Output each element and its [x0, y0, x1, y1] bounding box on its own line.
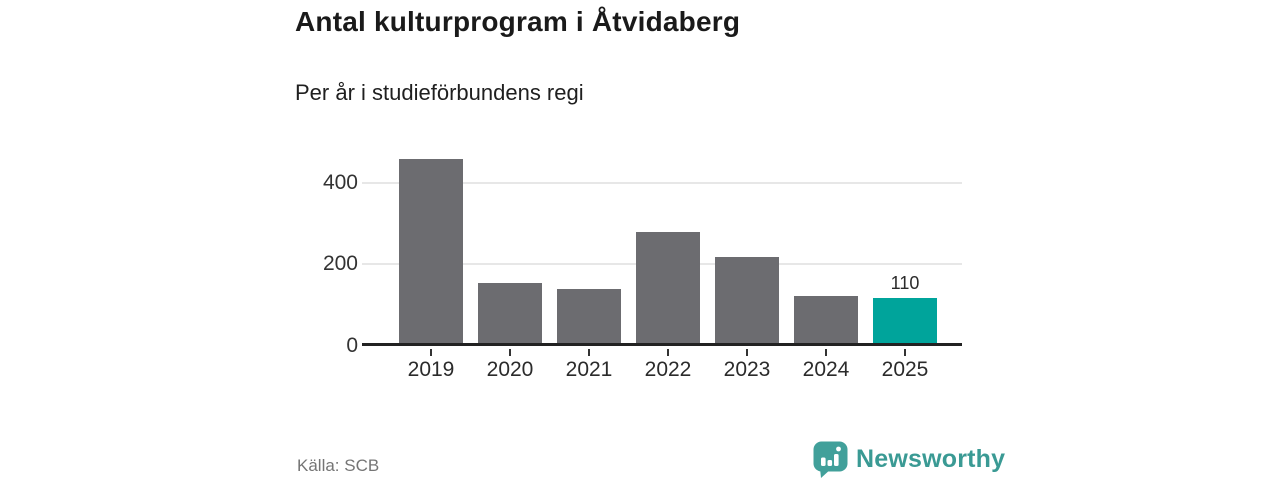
x-axis-tick-label: 2022 [644, 358, 692, 381]
bar-value-annotation: 110 [890, 273, 920, 293]
x-axis-tick [509, 349, 511, 356]
bar-2023 [715, 257, 779, 343]
x-axis-tick-label: 2019 [407, 358, 455, 381]
chart-subtitle: Per år i studieförbundens regi [295, 80, 584, 105]
x-axis-tick-label: 2020 [486, 358, 534, 381]
bar-2022 [636, 232, 700, 343]
chart-title: Antal kulturprogram i Åtvidaberg [295, 6, 741, 37]
x-axis-tick-label: 2025 [881, 358, 929, 381]
bar-2024 [794, 296, 858, 343]
x-axis-tick [588, 349, 590, 356]
x-axis-tick-label: 2024 [802, 358, 850, 381]
x-axis-tick [746, 349, 748, 356]
x-axis-tick [825, 349, 827, 356]
x-axis-tick [430, 349, 432, 356]
newsworthy-logo: Newsworthy [812, 440, 1005, 479]
y-axis-tick-label: 400 [322, 170, 358, 194]
bar-2020 [478, 283, 542, 343]
bar-2021 [557, 289, 621, 343]
bar-chart-plot-area [362, 150, 962, 346]
gridline-y-400 [362, 181, 962, 184]
bar-2019 [399, 159, 463, 343]
newsworthy-bar-chart-bubble-icon [812, 440, 849, 479]
newsworthy-wordmark: Newsworthy [856, 445, 1006, 473]
x-axis-tick [667, 349, 669, 356]
y-axis-tick-label: 0 [346, 334, 358, 357]
y-axis-tick-label: 200 [322, 252, 358, 276]
bar-2025 [873, 298, 937, 343]
source-note: Källa: SCB [297, 456, 380, 475]
x-axis-tick [904, 349, 906, 356]
x-axis-tick-label: 2021 [565, 358, 613, 381]
x-axis-tick-label: 2023 [723, 358, 771, 381]
